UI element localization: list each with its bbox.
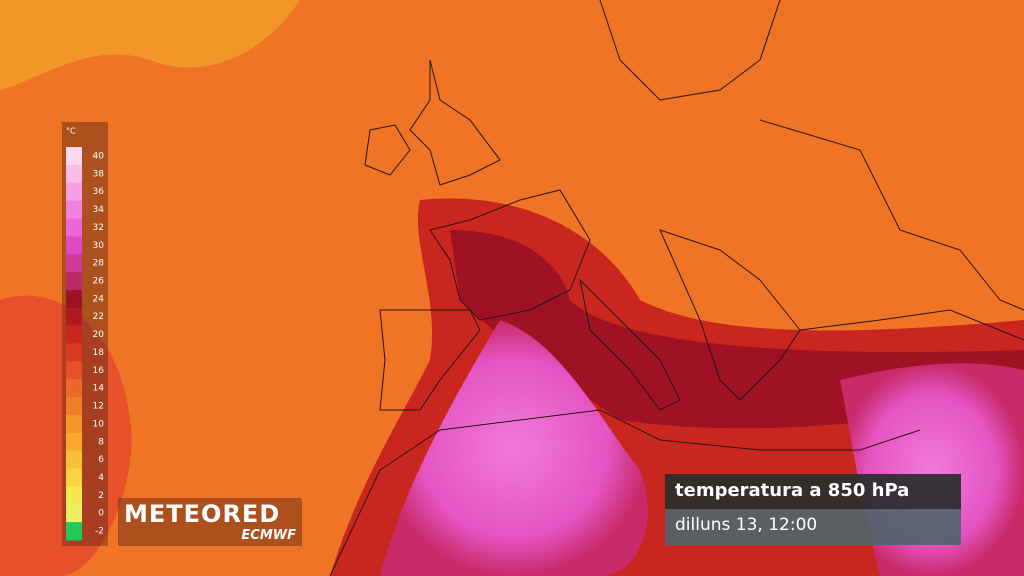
legend-swatch (66, 522, 82, 541)
legend-label: 28 (93, 259, 105, 269)
legend-swatch (66, 218, 82, 237)
legend-swatch (66, 236, 82, 255)
legend-swatch (66, 343, 82, 362)
legend: °C 4038363432302826242220181614121086420… (66, 127, 104, 541)
legend-swatch (66, 289, 82, 309)
legend-swatch (66, 272, 82, 291)
warm-region (0, 295, 132, 576)
legend-swatch (66, 450, 82, 470)
legend-swatch (66, 468, 82, 487)
legend-swatch (66, 379, 82, 398)
legend-label: 16 (93, 366, 105, 376)
legend-swatch (66, 432, 82, 452)
coastlines (329, 0, 1024, 576)
legend-label: 4 (98, 473, 104, 483)
legend-label: 30 (93, 241, 105, 251)
legend-swatch (66, 307, 82, 327)
legend-label: 6 (98, 455, 104, 465)
legend-swatch (66, 504, 82, 523)
info-title: temperatura a 850 hPa (665, 474, 961, 509)
legend-label: 12 (93, 402, 104, 412)
legend-label: 0 (98, 509, 104, 519)
legend-label: 14 (93, 384, 105, 394)
legend-unit: °C (66, 127, 76, 136)
legend-label: 10 (93, 419, 105, 429)
legend-swatch (66, 182, 82, 202)
legend-label: 34 (93, 205, 105, 215)
legend-swatch (66, 200, 82, 219)
legend-swatch (66, 325, 82, 344)
legend-label: 2 (98, 491, 104, 501)
legend-label: 18 (93, 348, 105, 358)
legend-label: 22 (93, 312, 104, 322)
legend-label: 32 (93, 223, 104, 233)
cool-region (0, 0, 300, 90)
legend-label: 40 (93, 151, 105, 161)
legend-swatch (66, 147, 82, 166)
legend-label: 26 (93, 276, 105, 286)
logo-brand: METEORED (124, 500, 281, 528)
legend-label: 38 (93, 169, 105, 179)
legend-swatch (66, 486, 82, 505)
legend-label: -2 (95, 527, 104, 537)
legend-swatch (66, 414, 82, 434)
legend-label: 36 (93, 187, 105, 197)
legend-swatch (66, 254, 82, 273)
legend-label: 20 (93, 330, 105, 340)
legend-swatch (66, 164, 82, 184)
info-time: dilluns 13, 12:00 (665, 509, 961, 545)
very-hot-region (380, 320, 648, 576)
logo: METEORED ECMWF (118, 498, 302, 546)
legend-swatch (66, 397, 82, 416)
legend-label: 24 (93, 294, 105, 304)
legend-label: 8 (98, 437, 104, 447)
logo-source: ECMWF (241, 528, 296, 543)
legend-swatch (66, 361, 82, 380)
